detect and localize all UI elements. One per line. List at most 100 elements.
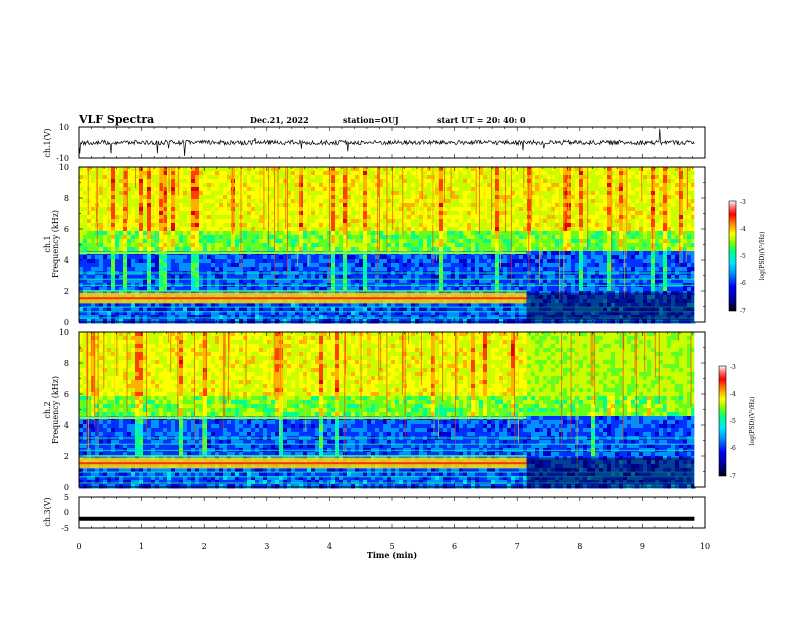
spectrogram-cell (151, 279, 156, 284)
spectrogram-cell (519, 183, 524, 188)
spectrogram-cell (427, 319, 432, 324)
spectrogram-cell (267, 303, 272, 308)
spectrogram-cell (443, 275, 448, 280)
spectrogram-cell (319, 227, 324, 232)
spectrogram-cell (431, 267, 436, 272)
spectrogram-cell (543, 223, 548, 228)
spectrogram-cell (379, 243, 384, 248)
spectrogram-cell (167, 315, 172, 320)
spectrogram-cell (279, 239, 284, 244)
spectrogram-cell (383, 183, 388, 188)
spectrogram-cell (279, 167, 284, 172)
spectrogram-cell (163, 263, 168, 268)
spectrogram-cell (287, 179, 292, 184)
spectrogram-cell (495, 307, 500, 312)
spectrogram-cell (375, 311, 380, 316)
spectrogram-cell (499, 231, 504, 236)
spectrogram-cell (567, 259, 572, 264)
spectrogram-cell (183, 175, 188, 180)
spectrogram-cell (495, 171, 500, 176)
spectrogram-cell (531, 227, 536, 232)
spectrogram-cell (183, 255, 188, 260)
spectrogram-cell (271, 247, 276, 252)
spectrogram-cell (483, 255, 488, 260)
spectrogram-cell (423, 311, 428, 316)
spectrogram-cell (367, 315, 372, 320)
spectrogram-cell (235, 195, 240, 200)
spectrogram-cell (267, 179, 272, 184)
spectrogram-cell (107, 307, 112, 312)
spectrogram-cell (135, 235, 140, 240)
spectrogram-cell (79, 207, 84, 212)
spectrogram-cell (507, 199, 512, 204)
spectrogram-cell (495, 191, 500, 196)
spectrogram-cell (195, 243, 200, 248)
spectrogram-cell (295, 319, 300, 324)
spectrogram-cell (227, 223, 232, 228)
spectrogram-cell (367, 179, 372, 184)
spectrogram-cell (207, 279, 212, 284)
spectrogram-cell (139, 263, 144, 268)
spectrogram-cell (143, 319, 148, 324)
spectrogram-cell (211, 179, 216, 184)
spectrogram-cell (531, 211, 536, 216)
spectrogram-cell (263, 227, 268, 232)
spectrogram-cell (535, 243, 540, 248)
spectrogram-cell (231, 319, 236, 324)
spectrogram-cell (339, 255, 344, 260)
spectrogram-cell (427, 275, 432, 280)
spectrogram-cell (175, 311, 180, 316)
spectrogram-cell (91, 303, 96, 308)
spectrogram-cell (459, 179, 464, 184)
spectrogram-cell (143, 171, 148, 176)
spectrogram-cell (243, 239, 248, 244)
spectrogram-cell (555, 219, 560, 224)
spectrogram-cell (359, 167, 364, 172)
spectrogram-cell (391, 187, 396, 192)
spectrogram-cell (115, 203, 120, 208)
spectrogram-cell (479, 247, 484, 252)
spectrogram-cell (487, 311, 492, 316)
spectrogram-cell (479, 179, 484, 184)
spectrogram-cell (559, 247, 564, 252)
spectrogram-cell (83, 279, 88, 284)
spectrogram-cell (511, 247, 516, 252)
spectrogram-cell (483, 279, 488, 284)
spectrogram-cell (319, 195, 324, 200)
spectrogram-cell (227, 167, 232, 172)
spectrogram-cell (399, 191, 404, 196)
spectrogram-cell (447, 211, 452, 216)
spectrogram-cell (135, 223, 140, 228)
spectrogram-cell (491, 255, 496, 260)
spectrogram-cell (91, 307, 96, 312)
spectrogram-cell (91, 259, 96, 264)
spectrogram-cell (235, 239, 240, 244)
spectrogram-cell (235, 243, 240, 248)
spectrogram-cell (475, 255, 480, 260)
spectrogram-cell (335, 191, 340, 196)
spectrogram-cell (183, 239, 188, 244)
spectrogram-cell (443, 243, 448, 248)
spectrogram-cell (443, 235, 448, 240)
spectrogram-cell (283, 239, 288, 244)
spectrogram-cell (247, 275, 252, 280)
spectrogram-cell (83, 219, 88, 224)
spectrogram-cell (299, 267, 304, 272)
spectrogram-cell (263, 183, 268, 188)
spectrogram-cell (91, 207, 96, 212)
spectrogram-cell (111, 167, 116, 172)
spectrogram-cell (283, 223, 288, 228)
spectrogram-cell (103, 319, 108, 324)
spectrogram-cell (347, 167, 352, 172)
spectrogram-cell (419, 267, 424, 272)
spectrogram-cell (439, 263, 444, 268)
spectrogram-cell (463, 279, 468, 284)
spectrogram-cell (151, 311, 156, 316)
spectrogram-cell (359, 255, 364, 260)
spectrogram-cell (99, 187, 104, 192)
spectrogram-cell (479, 207, 484, 212)
spectrogram-cell (275, 215, 280, 220)
spectrogram-cell (299, 315, 304, 320)
spectrogram-cell (223, 315, 228, 320)
